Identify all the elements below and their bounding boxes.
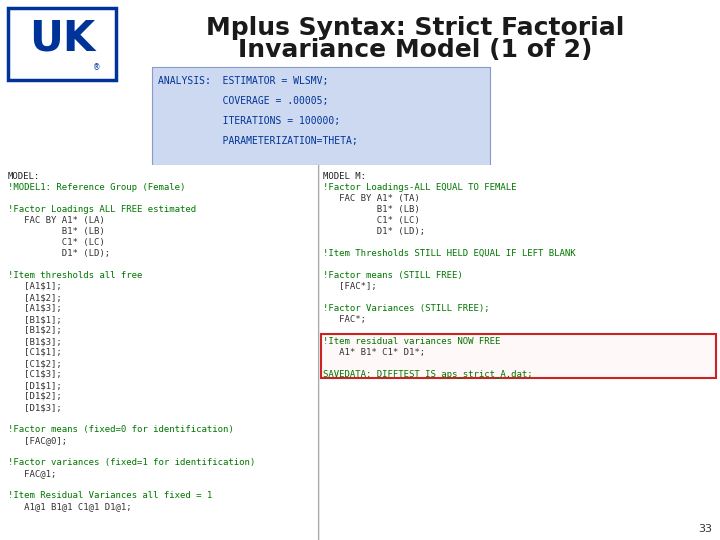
Text: !MODEL1: Reference Group (Female): !MODEL1: Reference Group (Female): [8, 183, 185, 192]
Text: COVERAGE = .00005;: COVERAGE = .00005;: [158, 96, 328, 106]
Text: [FAC@0];: [FAC@0];: [8, 436, 67, 445]
Text: [FAC*];: [FAC*];: [323, 282, 377, 291]
Text: !Factor means (fixed=0 for identification): !Factor means (fixed=0 for identificatio…: [8, 425, 234, 434]
Text: Invariance Model (1 of 2): Invariance Model (1 of 2): [238, 38, 592, 62]
Text: SAVEDATA: DIFFTEST IS aps_strict_A.dat;: SAVEDATA: DIFFTEST IS aps_strict_A.dat;: [323, 370, 533, 379]
Text: [C1$3];: [C1$3];: [8, 370, 62, 379]
Text: ITERATIONS = 100000;: ITERATIONS = 100000;: [158, 116, 340, 126]
Bar: [0, 165, 318, 540]
Text: FAC@1;: FAC@1;: [8, 469, 56, 478]
Text: B1* (LB): B1* (LB): [323, 205, 420, 214]
Text: C1* (LC): C1* (LC): [323, 216, 420, 225]
Text: Mplus Syntax: Strict Factorial: Mplus Syntax: Strict Factorial: [206, 16, 624, 40]
Bar: [8, 8, 116, 80]
Text: [A1$3];: [A1$3];: [8, 304, 62, 313]
Text: 33: 33: [698, 524, 712, 534]
Text: ANALYSIS:  ESTIMATOR = WLSMV;: ANALYSIS: ESTIMATOR = WLSMV;: [158, 76, 328, 86]
Text: ®: ®: [93, 63, 100, 72]
Bar: [0, 165, 720, 540]
Text: [B1$2];: [B1$2];: [8, 326, 62, 335]
Text: MODEL M:: MODEL M:: [323, 172, 366, 181]
Text: [D1$2];: [D1$2];: [8, 392, 62, 401]
Text: [C1$2];: [C1$2];: [8, 359, 62, 368]
Text: UK: UK: [29, 17, 95, 59]
Text: A1* B1* C1* D1*;: A1* B1* C1* D1*;: [323, 348, 425, 357]
Text: !Factor Loadings-ALL EQUAL TO FEMALE: !Factor Loadings-ALL EQUAL TO FEMALE: [323, 183, 516, 192]
Text: MODEL:: MODEL:: [8, 172, 40, 181]
Text: !Factor means (STILL FREE): !Factor means (STILL FREE): [323, 271, 463, 280]
Text: [A1$2];: [A1$2];: [8, 293, 62, 302]
Text: D1* (LD);: D1* (LD);: [323, 227, 425, 236]
Text: !Factor Loadings ALL FREE estimated: !Factor Loadings ALL FREE estimated: [8, 205, 196, 214]
Text: !Item Residual Variances all fixed = 1: !Item Residual Variances all fixed = 1: [8, 491, 212, 500]
Text: [D1$1];: [D1$1];: [8, 381, 62, 390]
Text: FAC BY A1* (LA): FAC BY A1* (LA): [8, 216, 104, 225]
Text: C1* (LC): C1* (LC): [8, 238, 104, 247]
Text: D1* (LD);: D1* (LD);: [8, 249, 110, 258]
Text: [B1$1];: [B1$1];: [8, 315, 62, 324]
Text: !Factor Variances (STILL FREE);: !Factor Variances (STILL FREE);: [323, 304, 490, 313]
Text: !Item residual variances NOW FREE: !Item residual variances NOW FREE: [323, 337, 500, 346]
Text: !Item Thresholds STILL HELD EQUAL IF LEFT BLANK: !Item Thresholds STILL HELD EQUAL IF LEF…: [323, 249, 575, 258]
Bar: [152, 67, 490, 165]
Text: [D1$3];: [D1$3];: [8, 403, 62, 412]
Text: FAC BY A1* (TA): FAC BY A1* (TA): [323, 194, 420, 203]
Text: A1@1 B1@1 C1@1 D1@1;: A1@1 B1@1 C1@1 D1@1;: [8, 502, 132, 511]
Text: [C1$1];: [C1$1];: [8, 348, 62, 357]
Text: !Item thresholds all free: !Item thresholds all free: [8, 271, 143, 280]
Text: FAC*;: FAC*;: [323, 315, 366, 324]
Bar: [320, 165, 720, 540]
Text: !Factor variances (fixed=1 for identification): !Factor variances (fixed=1 for identific…: [8, 458, 256, 467]
Bar: [321, 334, 716, 377]
Text: B1* (LB): B1* (LB): [8, 227, 104, 236]
Text: [A1$1];: [A1$1];: [8, 282, 62, 291]
Text: PARAMETERIZATION=THETA;: PARAMETERIZATION=THETA;: [158, 136, 358, 146]
Text: [B1$3];: [B1$3];: [8, 337, 62, 346]
